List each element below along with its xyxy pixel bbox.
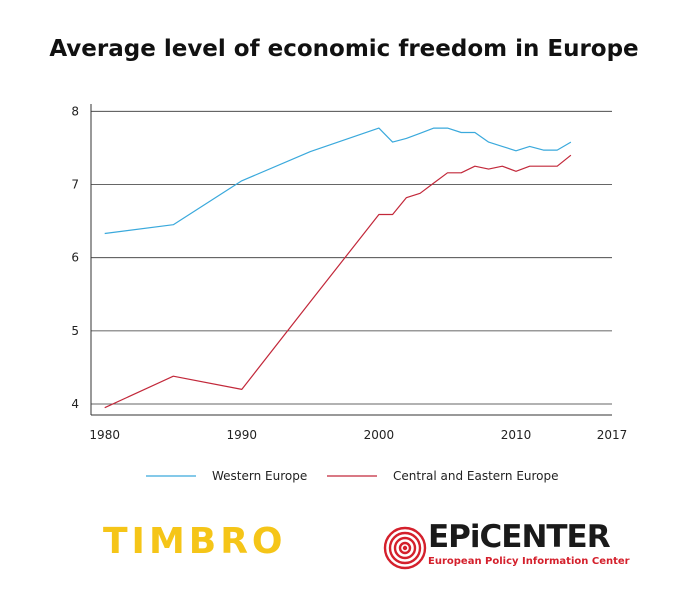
y-tick-label: 4 [71, 397, 79, 411]
x-tick-label: 2000 [364, 428, 395, 442]
x-tick-label: 2017 [597, 428, 628, 442]
x-tick-label: 2010 [501, 428, 532, 442]
chart-title: Average level of economic freedom in Eur… [49, 36, 639, 62]
series-lines [104, 127, 572, 409]
x-tick-labels: 1980 1990 2000 2010 2017 [89, 428, 627, 442]
y-tick-label: 6 [71, 251, 79, 265]
legend: Western Europe Central and Eastern Europe [146, 469, 559, 483]
y-tick-label: 5 [71, 324, 79, 338]
y-tick-label: 8 [71, 104, 79, 118]
epicenter-logo: EPiCENTER European Policy Information Ce… [383, 519, 630, 576]
legend-label: Western Europe [212, 469, 307, 483]
legend-label: Central and Eastern Europe [393, 469, 559, 483]
axes [90, 104, 612, 416]
epicenter-subtitle: European Policy Information Center [428, 556, 630, 567]
series-line-1 [104, 154, 572, 409]
x-tick-label: 1990 [227, 428, 258, 442]
y-tick-label: 7 [71, 177, 79, 191]
gridlines [91, 110, 612, 405]
concentric-circles-icon [383, 526, 427, 570]
epicenter-wordmark: EPiCENTER [428, 519, 611, 555]
series-line-0 [104, 127, 572, 235]
y-tick-labels: 4 5 6 7 8 [71, 104, 79, 411]
timbro-logo: TIMBRO [103, 521, 287, 562]
x-tick-label: 1980 [89, 428, 120, 442]
